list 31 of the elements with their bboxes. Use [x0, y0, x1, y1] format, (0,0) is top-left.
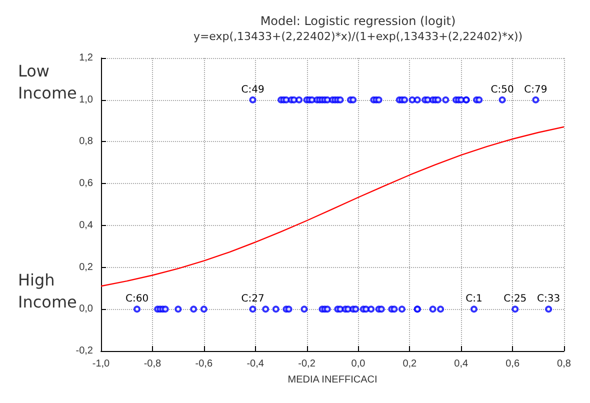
chart-title: Model: Logistic regression (logit) [260, 14, 456, 28]
annotation: C:50 [490, 84, 514, 96]
annotation: C:27 [241, 294, 264, 305]
annotation: C:25 [504, 294, 527, 305]
x-tick-label: 0,0 [351, 358, 366, 370]
y-tick-label: 0,6 [79, 178, 94, 190]
y-tick-label: 0,0 [79, 304, 94, 315]
x-tick-label: -0,6 [195, 358, 213, 370]
text: High Income [18, 270, 77, 312]
y-tick-label: 1,0 [79, 94, 94, 106]
chart-subtitle: y=exp(,13433+(2,22402)*x)/(1+exp(,13433+(2,22402)*x)) [193, 30, 523, 43]
x-tick-label: 0,6 [506, 358, 520, 370]
x-tick-label: 0,2 [402, 358, 418, 370]
y-tick-label: 0,4 [79, 220, 94, 231]
x-tick-label: -0,4 [246, 358, 264, 370]
x-tick-label: -0,2 [298, 358, 316, 370]
annotation: C:49 [241, 84, 264, 96]
x-axis-title: MEDIA INEFFICACI [288, 374, 378, 386]
annotation: C:60 [125, 294, 149, 305]
y-tick-label: 1,2 [79, 52, 94, 64]
x-tick-label: -0,8 [144, 358, 162, 370]
annotation: C:1 [466, 294, 482, 305]
y-tick-label: -0,2 [76, 346, 94, 356]
x-tick-label: -1,0 [92, 358, 110, 370]
annotation: C:79 [524, 84, 548, 96]
y-tick-label: 0,8 [79, 136, 94, 148]
annotation: C:33 [537, 294, 560, 305]
x-tick-label: 0,8 [557, 358, 572, 370]
y-tick-label: 0,2 [79, 262, 94, 273]
x-tick-label: 0,4 [454, 358, 468, 370]
text: Low Income [18, 61, 77, 102]
